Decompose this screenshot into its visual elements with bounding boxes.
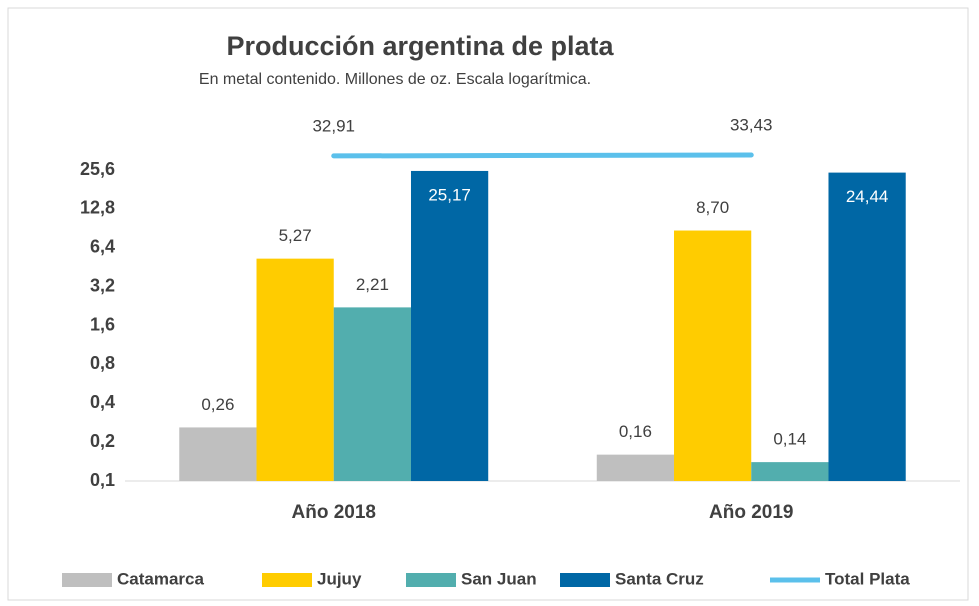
value-label: 5,27 bbox=[279, 226, 312, 245]
bar bbox=[179, 427, 257, 481]
bar bbox=[674, 230, 752, 481]
legend-swatch bbox=[262, 573, 312, 587]
y-tick-label: 0,2 bbox=[90, 431, 115, 451]
legend-swatch bbox=[560, 573, 610, 587]
bar bbox=[256, 258, 334, 481]
bar bbox=[596, 454, 675, 481]
x-tick-label: Año 2018 bbox=[292, 502, 376, 523]
x-tick-label: Año 2019 bbox=[709, 502, 793, 523]
bar bbox=[828, 172, 906, 482]
legend-swatch bbox=[62, 573, 112, 587]
value-label: 25,17 bbox=[428, 185, 471, 204]
bar bbox=[333, 307, 411, 481]
y-tick-label: 1,6 bbox=[90, 314, 115, 334]
legend-swatch bbox=[406, 573, 456, 587]
value-label: 0,14 bbox=[773, 430, 806, 449]
chart-title: Producción argentina de plata bbox=[226, 31, 614, 61]
value-label: 0,16 bbox=[619, 422, 652, 441]
value-label: 24,44 bbox=[846, 187, 889, 206]
y-tick-label: 12,8 bbox=[80, 198, 115, 218]
legend-label: Catamarca bbox=[117, 569, 204, 588]
y-tick-label: 3,2 bbox=[90, 275, 115, 295]
y-tick-label: 0,4 bbox=[90, 392, 115, 412]
bar bbox=[751, 462, 829, 481]
legend-label: San Juan bbox=[461, 569, 537, 588]
value-label: 33,43 bbox=[730, 116, 773, 135]
value-label: 32,91 bbox=[312, 116, 355, 135]
y-tick-label: 0,8 bbox=[90, 353, 115, 373]
value-label: 0,26 bbox=[201, 395, 234, 414]
chart-subtitle: En metal contenido. Millones de oz. Esca… bbox=[199, 71, 591, 88]
line bbox=[331, 152, 754, 159]
legend-label: Jujuy bbox=[317, 569, 362, 588]
legend-label: Santa Cruz bbox=[615, 569, 704, 588]
bar bbox=[410, 170, 489, 481]
y-tick-label: 25,6 bbox=[80, 159, 115, 179]
y-tick-label: 6,4 bbox=[90, 237, 115, 257]
value-label: 8,70 bbox=[696, 198, 729, 217]
value-label: 2,21 bbox=[356, 275, 389, 294]
y-tick-label: 0,1 bbox=[90, 470, 115, 490]
legend-label: Total Plata bbox=[825, 569, 910, 588]
